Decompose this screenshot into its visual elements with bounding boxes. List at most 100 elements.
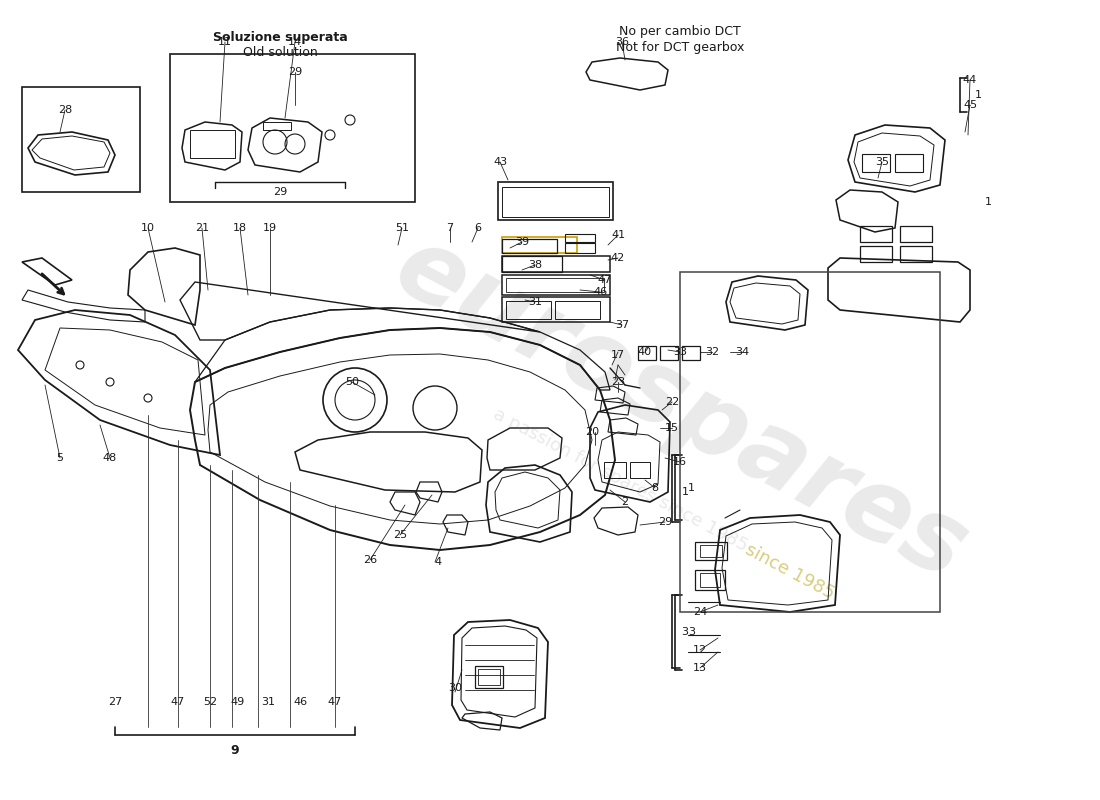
- Bar: [695, 542, 727, 560]
- Text: 44: 44: [962, 75, 977, 85]
- Text: Old solution: Old solution: [243, 46, 318, 58]
- Bar: [860, 246, 892, 262]
- Text: 37: 37: [615, 320, 629, 330]
- Bar: [860, 226, 892, 242]
- Text: 7: 7: [447, 223, 453, 233]
- Text: 51: 51: [395, 223, 409, 233]
- Text: 47: 47: [328, 697, 342, 707]
- Text: 6: 6: [474, 223, 482, 233]
- Text: 29: 29: [658, 517, 672, 527]
- Bar: [478, 669, 500, 685]
- Bar: [502, 239, 557, 253]
- Bar: [660, 346, 678, 360]
- Text: 47: 47: [170, 697, 185, 707]
- Text: 15: 15: [666, 423, 679, 433]
- Bar: [263, 122, 292, 130]
- Text: 40: 40: [638, 347, 652, 357]
- Text: 49: 49: [231, 697, 245, 707]
- Text: 52: 52: [202, 697, 217, 707]
- Text: 22: 22: [664, 397, 679, 407]
- Text: 25: 25: [393, 530, 407, 540]
- Text: 41: 41: [610, 230, 625, 240]
- Bar: [638, 346, 656, 360]
- Text: 19: 19: [263, 223, 277, 233]
- Text: 18: 18: [233, 223, 248, 233]
- Text: 5: 5: [56, 453, 64, 463]
- Text: 47: 47: [598, 275, 612, 285]
- Bar: [900, 226, 932, 242]
- Text: 1: 1: [682, 487, 689, 497]
- Bar: [556, 301, 600, 319]
- Text: 4: 4: [434, 557, 441, 567]
- Text: 42: 42: [610, 253, 625, 263]
- Bar: [700, 545, 722, 557]
- Text: since 1985: since 1985: [742, 541, 838, 603]
- Text: 3: 3: [688, 627, 695, 637]
- Text: 29: 29: [288, 67, 302, 77]
- Text: 27: 27: [108, 697, 122, 707]
- Bar: [695, 570, 725, 590]
- Text: Soluzione superata: Soluzione superata: [212, 31, 348, 45]
- Text: a passion for spares since 1985: a passion for spares since 1985: [490, 405, 750, 555]
- Bar: [700, 573, 720, 587]
- Bar: [565, 234, 595, 242]
- Bar: [502, 275, 610, 295]
- Bar: [506, 301, 551, 319]
- Bar: [502, 256, 562, 272]
- Bar: [604, 462, 626, 478]
- Text: 38: 38: [528, 260, 542, 270]
- Text: 35: 35: [874, 157, 889, 167]
- Text: 46: 46: [293, 697, 307, 707]
- Bar: [170, 54, 415, 202]
- Text: 36: 36: [615, 37, 629, 47]
- Text: 14: 14: [288, 37, 302, 47]
- Text: 45: 45: [962, 100, 977, 110]
- Bar: [22, 87, 140, 192]
- Bar: [190, 130, 235, 158]
- Text: 11: 11: [218, 37, 232, 47]
- Bar: [498, 182, 613, 220]
- Bar: [502, 297, 610, 322]
- Text: 2: 2: [621, 497, 628, 507]
- Bar: [506, 278, 604, 292]
- Text: 26: 26: [363, 555, 377, 565]
- Text: 8: 8: [651, 483, 659, 493]
- Text: 32: 32: [705, 347, 719, 357]
- Text: 29: 29: [273, 187, 287, 197]
- Bar: [502, 187, 609, 217]
- Text: 21: 21: [195, 223, 209, 233]
- Bar: [900, 246, 932, 262]
- Text: 28: 28: [58, 105, 73, 115]
- Text: 24: 24: [693, 607, 707, 617]
- Text: 50: 50: [345, 377, 359, 387]
- Text: 3: 3: [682, 627, 689, 637]
- Text: 12: 12: [693, 645, 707, 655]
- Text: 39: 39: [515, 237, 529, 247]
- Text: 43: 43: [493, 157, 507, 167]
- Bar: [565, 243, 595, 253]
- Text: 33: 33: [673, 347, 688, 357]
- Bar: [502, 256, 610, 272]
- Text: 30: 30: [448, 683, 462, 693]
- Text: 46: 46: [593, 287, 607, 297]
- Text: 1: 1: [975, 90, 982, 100]
- Text: Not for DCT gearbox: Not for DCT gearbox: [616, 42, 745, 54]
- Text: 9: 9: [231, 743, 240, 757]
- Text: 23: 23: [610, 377, 625, 387]
- Text: 31: 31: [528, 297, 542, 307]
- Bar: [862, 154, 890, 172]
- Text: 31: 31: [261, 697, 275, 707]
- Text: 16: 16: [673, 457, 688, 467]
- Text: No per cambio DCT: No per cambio DCT: [619, 26, 741, 38]
- Bar: [682, 346, 700, 360]
- Text: 1: 1: [688, 483, 695, 493]
- Text: 1: 1: [984, 197, 991, 207]
- Bar: [630, 462, 650, 478]
- Text: 13: 13: [693, 663, 707, 673]
- Bar: [475, 666, 503, 688]
- Text: 20: 20: [585, 427, 600, 437]
- Bar: [502, 237, 578, 253]
- Text: 10: 10: [141, 223, 155, 233]
- Bar: [680, 272, 940, 612]
- Text: eurospares: eurospares: [378, 218, 982, 602]
